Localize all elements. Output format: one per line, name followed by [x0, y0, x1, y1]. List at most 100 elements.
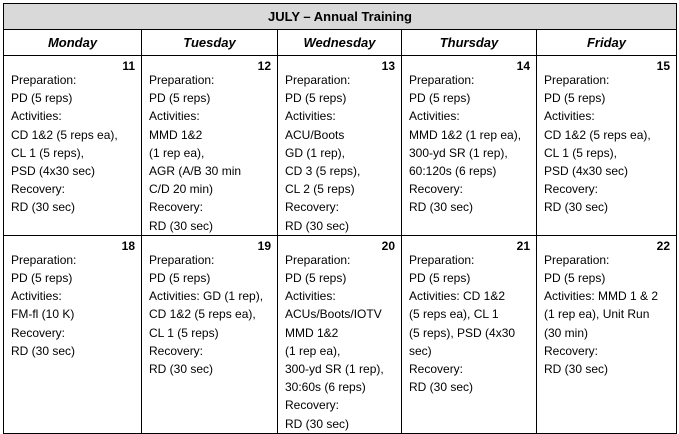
- day-cell-20: 20 Preparation: PD (5 reps) Activities: ACUs…: [277, 234, 402, 434]
- schedule-line: PD (5 reps): [544, 91, 606, 106]
- schedule-line: Preparation:: [544, 73, 610, 87]
- day-cell-19: 19 Preparation: PD (5 reps) Activities: GD …: [141, 234, 278, 434]
- schedule-line: PD (5 reps): [544, 271, 606, 286]
- schedule-line: Recovery:: [285, 200, 340, 215]
- schedule-line: Preparation:: [149, 252, 215, 267]
- schedule-line: CD 3 (5 reps),: [285, 164, 361, 179]
- weekday-header-tuesday: Tuesday: [141, 29, 278, 56]
- schedule-line: RD (30 sec): [544, 200, 609, 215]
- day-cell-21: 21 Preparation: PD (5 reps) Activities: CD …: [401, 234, 537, 434]
- schedule-line: PD (5 reps): [11, 271, 73, 286]
- schedule-line: Activities: CD 1&2: [409, 289, 506, 304]
- schedule-line: ACU/Boots: [285, 127, 345, 142]
- schedule-line: (30 min): [544, 325, 589, 340]
- schedule-line: Preparation:: [285, 252, 351, 267]
- schedule-line: Activities:: [285, 109, 336, 124]
- schedule-line: C/D 20 min): [149, 182, 214, 197]
- schedule-line: Recovery:: [409, 182, 464, 197]
- weekday-header-wednesday: Wednesday: [277, 29, 402, 56]
- day-schedule: Preparation: PD (5 reps) Activities: MMD 1&…: [402, 71, 536, 217]
- schedule-line: (1 rep ea), Unit Run: [544, 307, 650, 322]
- title-row: JULY – Annual Training: [3, 3, 677, 30]
- schedule-line: Recovery:: [409, 362, 464, 377]
- schedule-line: Recovery:: [285, 398, 340, 413]
- weekday-header-row: Monday Tuesday Wednesday Thursday Friday: [3, 29, 677, 56]
- day-number: 20: [381, 238, 395, 253]
- schedule-line: CL 1 (5 reps),: [11, 145, 84, 160]
- schedule-line: CL 1 (5 reps): [149, 325, 219, 340]
- schedule-line: GD (1 rep),: [285, 145, 346, 160]
- schedule-line: (1 rep ea),: [149, 145, 205, 160]
- day-schedule: Preparation: PD (5 reps) Activities: CD 1&2…: [4, 71, 141, 217]
- weekday-header-thursday: Thursday: [401, 29, 537, 56]
- schedule-line: Recovery:: [149, 200, 204, 215]
- day-schedule: Preparation: PD (5 reps) Activities: MMD 1…: [537, 251, 676, 378]
- schedule-line: PD (5 reps): [285, 91, 347, 106]
- schedule-line: 300-yd SR (1 rep),: [409, 145, 508, 160]
- schedule-line: Recovery:: [149, 343, 204, 358]
- weekday-header-friday: Friday: [536, 29, 677, 56]
- schedule-line: 60:120s (6 reps): [409, 164, 497, 179]
- schedule-line: Preparation:: [544, 252, 610, 267]
- schedule-line: Recovery:: [11, 325, 66, 340]
- schedule-line: PD (5 reps): [409, 91, 471, 106]
- schedule-line: AGR (A/B 30 min: [149, 164, 242, 179]
- schedule-line: PD (5 reps): [285, 271, 347, 286]
- schedule-line: CL 2 (5 reps): [285, 182, 355, 197]
- day-number: 11: [122, 59, 135, 73]
- day-schedule: Preparation: PD (5 reps) Activities: ACUs/B…: [278, 251, 401, 433]
- schedule-line: Activities:: [285, 289, 336, 304]
- schedule-line: Preparation:: [409, 252, 475, 267]
- schedule-line: 30:60s (6 reps): [285, 380, 366, 395]
- schedule-line: (5 reps), PSD (4x30: [409, 325, 516, 340]
- schedule-line: FM-fl (10 K): [11, 307, 75, 322]
- schedule-line: MMD 1&2 (1 rep ea),: [409, 127, 522, 142]
- schedule-line: Recovery:: [11, 182, 66, 197]
- day-number: 13: [381, 59, 395, 73]
- schedule-line: PD (5 reps): [11, 91, 73, 106]
- schedule-line: Preparation:: [409, 73, 475, 87]
- schedule-line: PSD (4x30 sec): [11, 164, 96, 179]
- schedule-line: Activities: GD (1 rep),: [149, 289, 264, 304]
- day-cell-18: 18 Preparation: PD (5 reps) Activities: FM-f…: [3, 234, 142, 434]
- schedule-line: PD (5 reps): [149, 91, 211, 106]
- schedule-line: Recovery:: [544, 343, 599, 358]
- day-number: 15: [656, 59, 670, 73]
- day-schedule: Preparation: PD (5 reps) Activities: GD (1…: [142, 251, 277, 378]
- day-cell-12: 12 Preparation: PD (5 reps) Activities: MMD …: [141, 55, 278, 236]
- day-schedule: Preparation: PD (5 reps) Activities: CD 1&…: [402, 251, 536, 397]
- schedule-line: RD (30 sec): [149, 218, 214, 233]
- schedule-line: RD (30 sec): [285, 218, 350, 233]
- day-number: 22: [656, 238, 670, 253]
- schedule-line: Recovery:: [544, 182, 599, 197]
- day-number: 18: [121, 238, 135, 253]
- schedule-line: 300-yd SR (1 rep),: [285, 362, 384, 377]
- schedule-line: (5 reps ea), CL 1: [409, 307, 499, 322]
- schedule-line: RD (30 sec): [11, 200, 76, 215]
- schedule-line: Preparation:: [149, 73, 215, 87]
- schedule-line: Activities:: [11, 109, 62, 124]
- schedule-line: Activities:: [544, 109, 595, 124]
- schedule-line: PSD (4x30 sec): [544, 164, 629, 179]
- day-cell-22: 22 Preparation: PD (5 reps) Activities: MMD…: [536, 234, 677, 434]
- schedule-line: RD (30 sec): [149, 362, 214, 377]
- week-row-2: 18 Preparation: PD (5 reps) Activities: FM-f…: [3, 234, 677, 434]
- day-cell-14: 14 Preparation: PD (5 reps) Activities: MMD …: [401, 55, 537, 236]
- weekday-header-monday: Monday: [3, 29, 142, 56]
- schedule-line: sec): [409, 343, 432, 358]
- schedule-line: RD (30 sec): [409, 380, 474, 395]
- schedule-line: RD (30 sec): [544, 362, 609, 377]
- schedule-line: Activities:: [11, 289, 62, 304]
- day-number: 14: [516, 59, 530, 73]
- schedule-line: Preparation:: [285, 73, 351, 87]
- day-cell-15: 15 Preparation: PD (5 reps) Activities: CD 1…: [536, 55, 677, 236]
- schedule-line: Activities: MMD 1 & 2: [544, 289, 659, 304]
- schedule-line: (1 rep ea),: [285, 343, 341, 358]
- schedule-line: RD (30 sec): [11, 343, 76, 358]
- day-schedule: Preparation: PD (5 reps) Activities: MMD 1&…: [142, 71, 277, 235]
- schedule-line: PD (5 reps): [149, 271, 211, 286]
- week-row-1: 11 Preparation: PD (5 reps) Activities: CD 1…: [3, 55, 677, 236]
- day-schedule: Preparation: PD (5 reps) Activities: ACU/Bo…: [278, 71, 401, 235]
- day-cell-11: 11 Preparation: PD (5 reps) Activities: CD 1…: [3, 55, 142, 236]
- schedule-line: RD (30 sec): [285, 416, 350, 431]
